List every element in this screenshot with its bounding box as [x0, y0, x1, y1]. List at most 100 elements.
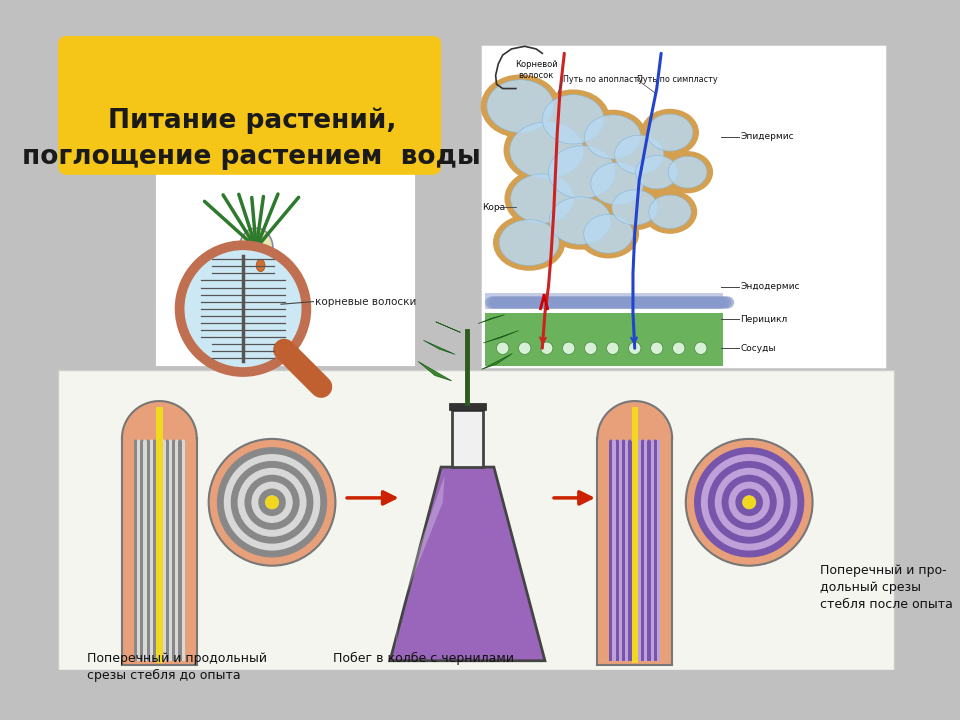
Text: Сосуды: Сосуды: [740, 343, 776, 353]
Wedge shape: [176, 439, 179, 441]
Wedge shape: [597, 401, 672, 438]
Ellipse shape: [506, 297, 520, 309]
Ellipse shape: [699, 297, 713, 309]
Wedge shape: [632, 439, 635, 441]
Ellipse shape: [504, 117, 589, 184]
Bar: [647, 441, 651, 661]
Ellipse shape: [630, 150, 684, 194]
Ellipse shape: [646, 297, 660, 309]
Circle shape: [258, 488, 286, 516]
Ellipse shape: [586, 297, 599, 309]
Ellipse shape: [607, 297, 621, 309]
Wedge shape: [156, 438, 162, 441]
Ellipse shape: [575, 297, 588, 309]
Ellipse shape: [720, 297, 734, 309]
Circle shape: [540, 342, 553, 354]
Ellipse shape: [660, 297, 674, 309]
Text: Путь по симпласту: Путь по симпласту: [637, 76, 718, 84]
Ellipse shape: [493, 215, 565, 271]
Bar: [641, 441, 644, 661]
Ellipse shape: [667, 297, 682, 309]
Text: Побег в колбе с чернилами: Побег в колбе с чернилами: [333, 652, 514, 665]
Ellipse shape: [538, 297, 552, 309]
Ellipse shape: [549, 197, 611, 244]
Wedge shape: [153, 439, 156, 441]
Ellipse shape: [673, 297, 686, 309]
Ellipse shape: [664, 297, 679, 309]
Circle shape: [252, 482, 293, 523]
Circle shape: [518, 342, 531, 354]
Wedge shape: [156, 439, 159, 441]
Wedge shape: [654, 439, 657, 441]
Circle shape: [651, 342, 663, 354]
Ellipse shape: [628, 297, 642, 309]
Ellipse shape: [717, 297, 732, 309]
Wedge shape: [632, 438, 637, 441]
Ellipse shape: [641, 109, 699, 156]
Bar: [155, 163, 415, 366]
Ellipse shape: [542, 140, 621, 204]
Ellipse shape: [707, 297, 721, 309]
Bar: [449, 402, 486, 410]
Wedge shape: [619, 439, 622, 441]
Ellipse shape: [542, 95, 604, 144]
Text: Перицикл: Перицикл: [740, 315, 787, 324]
Ellipse shape: [504, 168, 580, 228]
Ellipse shape: [546, 297, 560, 309]
Circle shape: [217, 447, 327, 557]
Ellipse shape: [657, 297, 671, 309]
Bar: [156, 408, 162, 662]
Ellipse shape: [519, 297, 534, 309]
Ellipse shape: [668, 156, 707, 188]
Ellipse shape: [488, 297, 502, 309]
Ellipse shape: [709, 297, 724, 309]
Circle shape: [695, 342, 707, 354]
Ellipse shape: [617, 297, 632, 309]
Circle shape: [265, 495, 279, 509]
Ellipse shape: [678, 297, 692, 309]
Ellipse shape: [590, 297, 605, 309]
Bar: [485, 313, 723, 366]
Bar: [485, 293, 723, 309]
Ellipse shape: [609, 130, 670, 179]
Ellipse shape: [593, 297, 608, 309]
Text: Эпидермис: Эпидермис: [740, 132, 794, 141]
Ellipse shape: [610, 297, 623, 309]
Ellipse shape: [511, 174, 574, 223]
Text: Поперечный и продольный
срезы стебля до опыта: Поперечный и продольный срезы стебля до …: [87, 652, 267, 682]
Polygon shape: [419, 361, 451, 381]
Circle shape: [607, 342, 619, 354]
Ellipse shape: [631, 297, 644, 309]
Bar: [451, 410, 483, 467]
Ellipse shape: [662, 151, 713, 193]
Ellipse shape: [536, 89, 611, 149]
Ellipse shape: [548, 145, 615, 199]
Wedge shape: [615, 439, 619, 441]
Circle shape: [742, 495, 756, 509]
Polygon shape: [483, 330, 518, 343]
Bar: [481, 45, 886, 369]
Ellipse shape: [712, 297, 727, 309]
Ellipse shape: [596, 297, 611, 309]
Ellipse shape: [652, 297, 665, 309]
Ellipse shape: [647, 114, 693, 151]
Wedge shape: [159, 439, 162, 441]
Ellipse shape: [606, 184, 663, 230]
Ellipse shape: [548, 297, 563, 309]
Bar: [176, 441, 179, 661]
Ellipse shape: [578, 109, 647, 164]
Bar: [619, 441, 622, 661]
Bar: [59, 370, 895, 670]
Ellipse shape: [585, 157, 650, 210]
Wedge shape: [181, 439, 185, 441]
Wedge shape: [651, 439, 654, 441]
Circle shape: [563, 342, 575, 354]
Text: Кора: Кора: [483, 203, 506, 212]
Polygon shape: [478, 315, 504, 323]
Circle shape: [735, 488, 763, 516]
Bar: [651, 441, 654, 661]
Text: Эндодермис: Эндодермис: [740, 282, 800, 291]
Bar: [629, 441, 632, 661]
Ellipse shape: [495, 297, 510, 309]
Ellipse shape: [691, 297, 706, 309]
